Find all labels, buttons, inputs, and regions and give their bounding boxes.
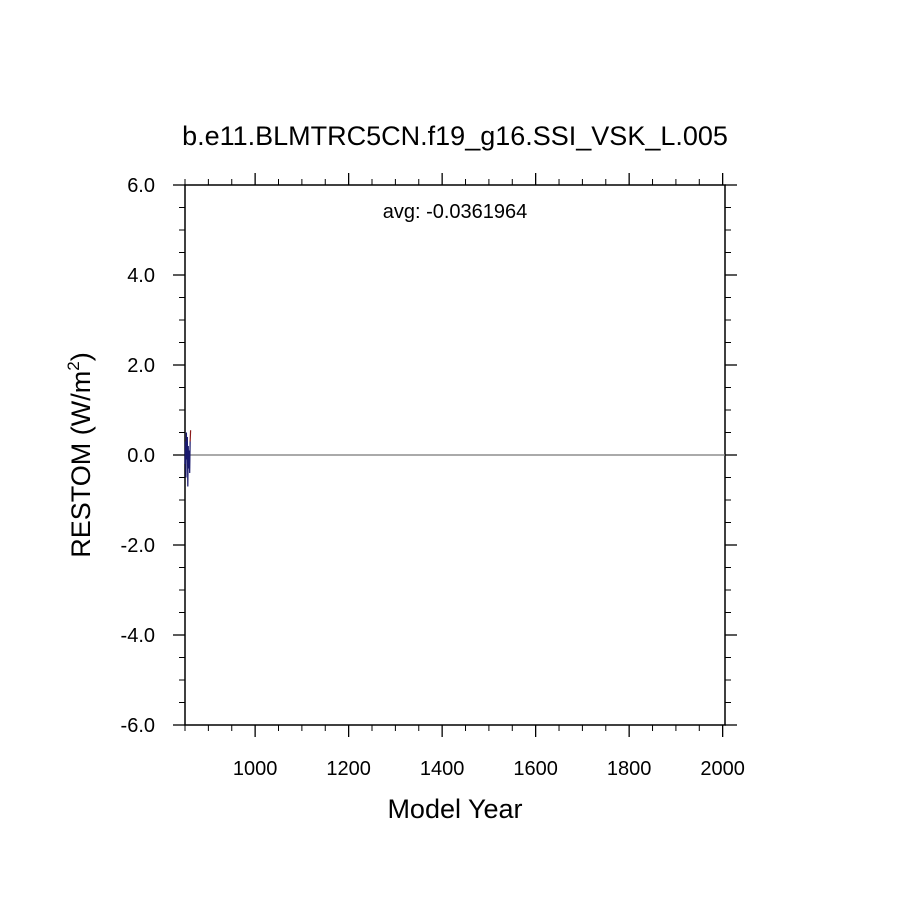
y-tick-label: 4.0: [127, 265, 155, 287]
average-annotation: avg: -0.0361964: [383, 201, 528, 223]
series-line: [184, 432, 191, 487]
x-tick-label: 1200: [326, 758, 371, 780]
x-axis-label: Model Year: [387, 794, 522, 824]
x-tick-label: 1400: [420, 758, 465, 780]
axis-ticks: [173, 173, 737, 737]
axis-tick-labels: 1000 1200 1400 1600 1800 2000 -6.0 -4.0 -2.0 0.0 2…: [121, 175, 745, 780]
y-axis-label: RESTOM (W/m2): [64, 352, 96, 557]
x-tick-label: 2000: [700, 758, 745, 780]
x-tick-label: 1800: [607, 758, 652, 780]
y-tick-label: 6.0: [127, 175, 155, 197]
y-tick-label: -4.0: [121, 625, 155, 647]
y-axis-label-close: ): [66, 352, 96, 361]
y-tick-label: -6.0: [121, 715, 155, 737]
y-tick-label: -2.0: [121, 535, 155, 557]
x-tick-label: 1000: [233, 758, 278, 780]
series-layer: [184, 430, 192, 487]
y-tick-label: 2.0: [127, 355, 155, 377]
x-tick-label: 1600: [513, 758, 558, 780]
y-tick-label: 0.0: [127, 445, 155, 467]
chart-title: b.e11.BLMTRC5CN.f19_g16.SSI_VSK_L.005: [182, 121, 728, 151]
y-axis-label-main: RESTOM (W/m: [66, 371, 96, 558]
y-axis-label-superscript: 2: [64, 361, 83, 370]
